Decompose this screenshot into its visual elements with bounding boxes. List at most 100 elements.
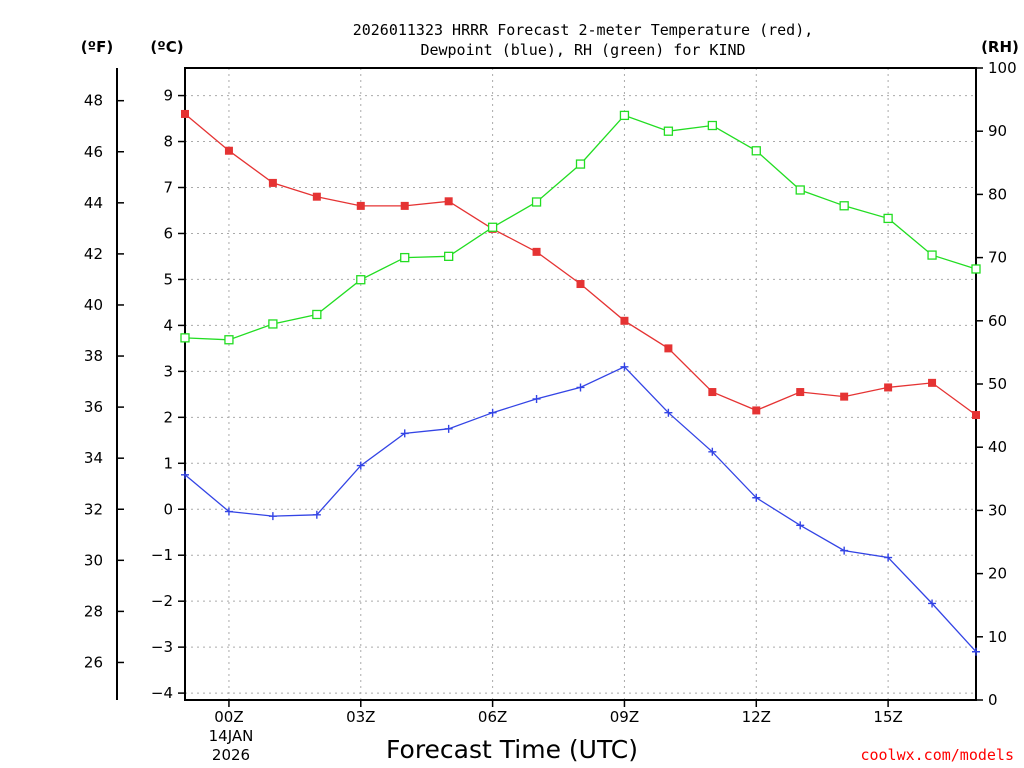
celsius-tick-label: −4 — [151, 684, 173, 702]
rh-point — [663, 126, 674, 136]
2-meter-temperature-point — [664, 344, 673, 353]
chart-title-line-2: Dewpoint (blue), RH (green) for KIND — [420, 41, 745, 59]
2-meter-temperature-point — [840, 392, 849, 401]
celsius-tick-label: 6 — [163, 224, 173, 242]
fahrenheit-tick-label: 40 — [84, 296, 103, 314]
rh-tick-label: 50 — [988, 375, 1007, 393]
2-meter-temperature-point — [576, 280, 585, 289]
time-tick-label: 06Z — [478, 708, 507, 726]
dewpoint-point — [884, 553, 893, 562]
2-meter-temperature-point — [224, 146, 233, 155]
dewpoint-point — [708, 447, 717, 456]
date-label-day: 14JAN — [209, 727, 254, 745]
2-meter-temperature-point — [928, 378, 937, 387]
celsius-unit-label: (ºC) — [150, 38, 183, 56]
time-tick-label: 00Z — [214, 708, 243, 726]
fahrenheit-tick-label: 26 — [84, 653, 103, 671]
rh-point — [312, 309, 322, 320]
2-meter-temperature-point — [972, 411, 980, 420]
2-meter-temperature-point — [444, 197, 453, 206]
celsius-tick-label: 8 — [163, 133, 173, 151]
rh-tick-label: 80 — [988, 185, 1007, 203]
dewpoint-point — [444, 424, 453, 433]
2-meter-temperature-point — [532, 247, 541, 256]
rh-point — [180, 333, 190, 343]
chart-title-line-1: 2026011323 HRRR Forecast 2-meter Tempera… — [353, 21, 814, 39]
2-meter-temperature-point — [356, 201, 365, 210]
rh-line — [184, 114, 977, 341]
rh-point — [619, 110, 630, 121]
dewpoint-point — [400, 429, 409, 438]
time-axis: 00Z 03Z 06Z 09Z 12Z 15Z — [214, 700, 903, 726]
celsius-tick-label: −2 — [151, 592, 173, 610]
dewpoint-point — [356, 461, 365, 470]
2-meter-temperature-point — [796, 388, 805, 397]
celsius-tick-label: 0 — [163, 500, 173, 518]
fahrenheit-unit-label: (ºF) — [81, 38, 113, 56]
dewpoint-point — [268, 512, 277, 521]
x-axis-title: Forecast Time (UTC) — [386, 735, 638, 764]
fahrenheit-tick-label: 48 — [84, 92, 103, 110]
dewpoint-point — [664, 408, 673, 417]
dewpoint-point — [312, 510, 321, 519]
fahrenheit-tick-label: 28 — [84, 602, 103, 620]
rh-point — [224, 335, 234, 345]
rh-tick-label: 40 — [988, 438, 1007, 456]
fahrenheit-tick-label: 46 — [84, 143, 103, 161]
celsius-tick-label: 7 — [163, 179, 173, 197]
rh-point — [356, 275, 366, 285]
fahrenheit-axis: 26 28 30 32 34 36 38 40 42 44 46 48 — [84, 92, 124, 671]
fahrenheit-tick-label: 30 — [84, 551, 103, 569]
time-tick-label: 15Z — [873, 708, 902, 726]
time-tick-label: 09Z — [610, 708, 639, 726]
dewpoint-point — [181, 470, 189, 479]
celsius-tick-label: 1 — [163, 454, 173, 472]
dewpoint-point — [972, 647, 980, 656]
fahrenheit-tick-label: 44 — [84, 194, 103, 212]
fahrenheit-tick-label: 34 — [84, 449, 103, 467]
site-credit: coolwx.com/models — [860, 746, 1014, 764]
dewpoint-point — [840, 546, 849, 555]
dewpoint-point — [576, 383, 585, 392]
fahrenheit-tick-label: 36 — [84, 398, 103, 416]
celsius-tick-label: 2 — [163, 408, 173, 426]
rh-point — [883, 213, 893, 224]
celsius-tick-label: 3 — [163, 362, 173, 380]
2-meter-temperature-point — [181, 109, 189, 118]
rh-point — [400, 252, 410, 263]
rh-point — [268, 319, 278, 329]
rh-point — [839, 201, 849, 211]
rh-axis: 0 10 20 30 40 50 60 70 80 90 100 — [976, 59, 1017, 709]
rh-tick-label: 30 — [988, 501, 1007, 519]
2-meter-temperature-point — [268, 178, 277, 187]
rh-point — [487, 222, 498, 232]
2-meter-temperature-point — [752, 406, 761, 415]
fahrenheit-tick-label: 38 — [84, 347, 103, 365]
rh-point — [971, 264, 981, 274]
rh-tick-label: 60 — [988, 312, 1007, 330]
rh-tick-label: 0 — [988, 691, 998, 709]
celsius-axis: −4 −3 −2 −1 0 1 2 3 4 5 6 7 8 9 — [151, 87, 185, 702]
rh-point — [444, 251, 454, 261]
celsius-tick-label: −1 — [151, 546, 173, 564]
rh-unit-label: (RH) — [981, 38, 1019, 56]
dewpoint-point — [488, 408, 497, 417]
series-layer — [180, 109, 981, 656]
dewpoint-point — [928, 599, 937, 608]
2-meter-temperature-point — [884, 383, 893, 392]
time-tick-label: 03Z — [346, 708, 375, 726]
rh-point — [751, 146, 761, 156]
dewpoint-point — [752, 493, 761, 502]
dewpoint-point — [796, 521, 805, 530]
rh-tick-label: 100 — [988, 59, 1017, 77]
rh-point — [531, 197, 542, 207]
time-tick-label: 12Z — [742, 708, 771, 726]
rh-tick-label: 10 — [988, 628, 1007, 646]
celsius-tick-label: 9 — [163, 87, 173, 105]
rh-tick-label: 20 — [988, 565, 1007, 583]
rh-point — [795, 185, 805, 195]
dewpoint-point — [532, 394, 541, 403]
date-label-year: 2026 — [212, 746, 250, 764]
2-meter-temperature-point — [312, 192, 321, 201]
